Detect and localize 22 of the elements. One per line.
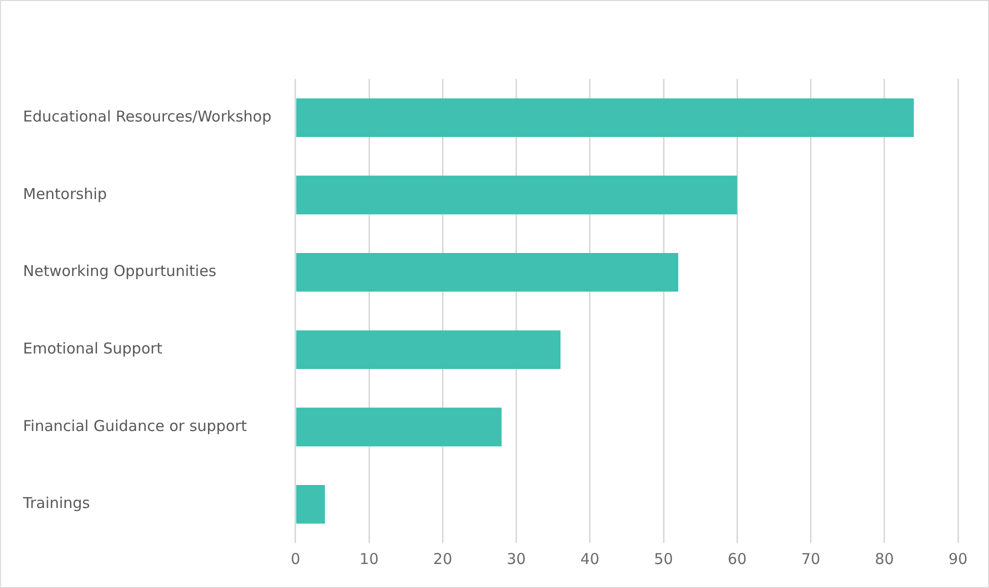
y-tick-label: Educational Resources/Workshop (23, 108, 272, 126)
bar (296, 98, 914, 137)
x-tick-label: 0 (290, 550, 300, 568)
bar (296, 330, 560, 369)
bar (296, 176, 738, 214)
bar (296, 485, 325, 524)
y-tick-label: Networking Oppurtunities (23, 262, 216, 280)
y-tick-label: Trainings (22, 494, 90, 512)
x-tick-label: 60 (728, 550, 747, 568)
y-tick-label: Emotional Support (23, 340, 163, 358)
x-tick-label: 10 (360, 550, 379, 568)
x-tick-label: 30 (506, 550, 526, 568)
x-tick-label: 50 (654, 550, 674, 568)
bar (296, 408, 502, 446)
x-tick-label: 20 (433, 550, 452, 568)
y-tick-label: Financial Guidance or support (23, 416, 248, 435)
x-tick-label: 90 (948, 550, 968, 568)
bar (296, 253, 678, 292)
x-tick-label: 40 (580, 550, 600, 568)
y-tick-label: Mentorship (23, 184, 107, 203)
x-tick-label: 70 (801, 550, 820, 568)
x-tick-label: 80 (874, 550, 894, 568)
